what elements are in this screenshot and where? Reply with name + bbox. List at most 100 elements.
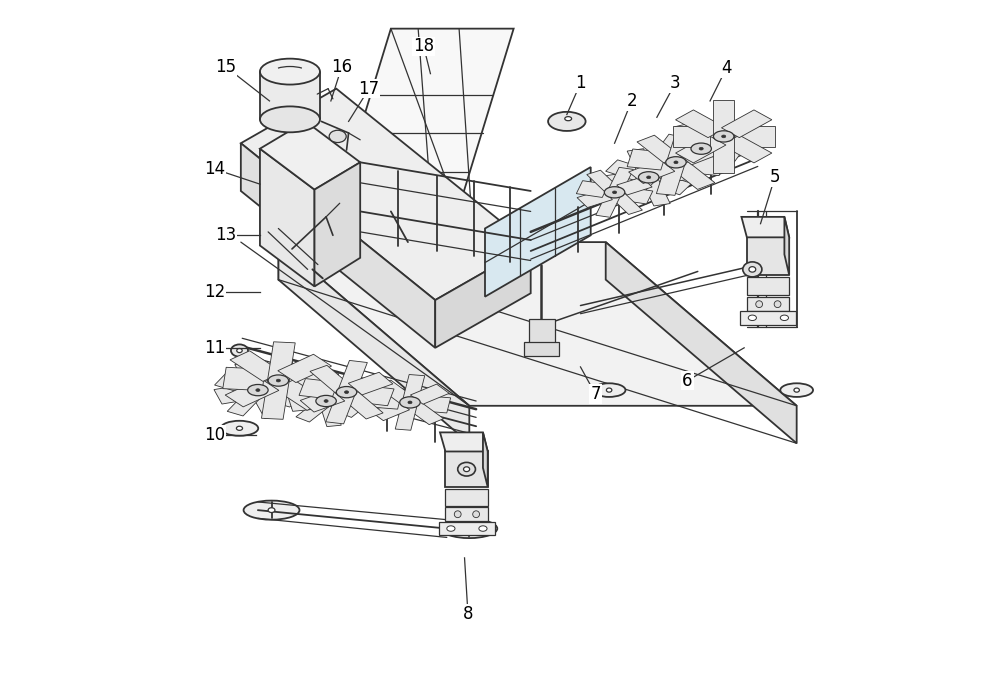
Ellipse shape (638, 172, 659, 183)
Ellipse shape (674, 161, 678, 164)
Polygon shape (278, 242, 797, 406)
Polygon shape (333, 391, 364, 407)
Polygon shape (621, 187, 653, 204)
Polygon shape (605, 171, 642, 191)
Ellipse shape (780, 383, 813, 397)
Polygon shape (667, 130, 696, 163)
Polygon shape (577, 190, 612, 207)
Ellipse shape (722, 135, 726, 138)
Polygon shape (747, 237, 789, 275)
Ellipse shape (441, 519, 497, 538)
Text: 15: 15 (215, 58, 236, 76)
Ellipse shape (466, 527, 473, 531)
Ellipse shape (699, 147, 703, 150)
Polygon shape (214, 385, 252, 404)
Ellipse shape (316, 396, 336, 406)
Polygon shape (322, 380, 356, 402)
Polygon shape (676, 135, 726, 163)
Text: 5: 5 (770, 168, 780, 186)
Ellipse shape (400, 397, 420, 408)
Polygon shape (278, 242, 469, 443)
Polygon shape (319, 400, 341, 427)
Polygon shape (369, 392, 401, 409)
Polygon shape (223, 368, 265, 391)
Polygon shape (721, 110, 772, 138)
Polygon shape (741, 217, 789, 237)
Polygon shape (685, 155, 725, 176)
Polygon shape (250, 389, 281, 418)
Text: 11: 11 (204, 339, 226, 357)
Polygon shape (651, 175, 692, 195)
Ellipse shape (748, 315, 756, 321)
Polygon shape (445, 507, 488, 521)
Polygon shape (483, 432, 488, 487)
Polygon shape (310, 366, 352, 393)
Polygon shape (225, 379, 279, 407)
Polygon shape (291, 370, 334, 394)
Polygon shape (738, 126, 775, 147)
Ellipse shape (613, 191, 617, 194)
Ellipse shape (647, 176, 651, 179)
Polygon shape (606, 242, 797, 443)
Text: 13: 13 (215, 226, 236, 243)
Ellipse shape (408, 401, 412, 404)
Polygon shape (435, 246, 531, 348)
Polygon shape (311, 375, 333, 402)
Polygon shape (260, 149, 314, 286)
Polygon shape (587, 170, 619, 192)
Polygon shape (341, 391, 383, 419)
Polygon shape (260, 121, 360, 190)
Ellipse shape (774, 301, 781, 308)
Ellipse shape (256, 389, 260, 391)
Ellipse shape (743, 262, 762, 277)
Text: 17: 17 (358, 80, 380, 98)
Polygon shape (747, 297, 789, 311)
Polygon shape (713, 136, 734, 173)
Text: 1: 1 (575, 74, 586, 92)
Polygon shape (637, 135, 681, 163)
Polygon shape (740, 311, 796, 325)
Polygon shape (656, 164, 692, 183)
Polygon shape (274, 380, 327, 411)
Text: 2: 2 (626, 92, 637, 110)
Polygon shape (235, 362, 266, 391)
Ellipse shape (447, 526, 455, 531)
Ellipse shape (464, 466, 470, 472)
Polygon shape (706, 145, 743, 163)
Polygon shape (395, 402, 418, 430)
Text: 6: 6 (682, 372, 693, 389)
Polygon shape (376, 380, 414, 403)
Polygon shape (402, 374, 425, 403)
Polygon shape (241, 89, 531, 300)
Ellipse shape (713, 131, 734, 142)
Ellipse shape (565, 117, 572, 121)
Polygon shape (660, 134, 697, 153)
Ellipse shape (794, 388, 799, 392)
Ellipse shape (593, 383, 625, 397)
Polygon shape (278, 354, 332, 383)
Polygon shape (335, 29, 514, 211)
Polygon shape (713, 100, 734, 137)
Ellipse shape (479, 526, 487, 531)
Ellipse shape (221, 421, 258, 436)
Ellipse shape (268, 375, 289, 386)
Polygon shape (721, 135, 772, 163)
Polygon shape (576, 181, 609, 198)
Ellipse shape (324, 400, 328, 402)
Ellipse shape (244, 501, 299, 520)
Polygon shape (252, 364, 289, 391)
Polygon shape (227, 389, 264, 416)
Ellipse shape (237, 349, 242, 353)
Ellipse shape (458, 462, 475, 476)
Polygon shape (676, 110, 726, 138)
Polygon shape (676, 148, 708, 175)
Polygon shape (675, 123, 708, 149)
Polygon shape (643, 152, 681, 177)
Polygon shape (264, 376, 302, 396)
Polygon shape (241, 143, 435, 348)
Polygon shape (445, 451, 488, 487)
Text: 12: 12 (204, 283, 226, 301)
Polygon shape (445, 489, 488, 506)
Polygon shape (671, 162, 715, 190)
Bar (529, 319, 555, 343)
